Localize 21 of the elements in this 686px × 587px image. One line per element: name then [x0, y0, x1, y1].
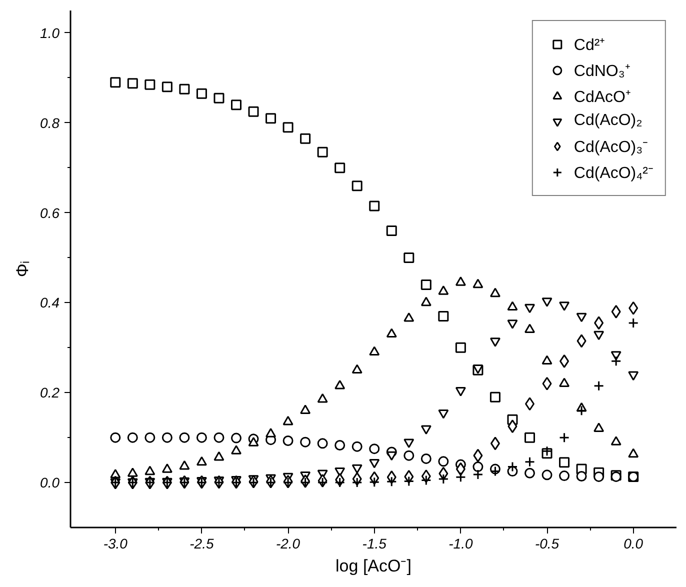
x-axis-title: log [AcO⁻] — [336, 556, 412, 576]
x-tick-label: -0.5 — [534, 536, 560, 552]
x-tick-label: -2.5 — [190, 536, 214, 552]
legend-label: Cd(AcO)₄²⁻ — [574, 164, 653, 183]
y-tick-label: 0.2 — [40, 384, 60, 401]
x-tick-label: -1.0 — [448, 536, 473, 552]
y-tick-label: 0.8 — [40, 114, 60, 131]
legend-label: Cd(AcO)₂ — [574, 112, 642, 130]
y-tick-label: 0.4 — [40, 294, 60, 311]
y-tick-label: 0.0 — [40, 474, 60, 491]
legend-label: Cd(AcO)₃⁻ — [574, 138, 648, 157]
y-axis-title: Φᵢ — [13, 260, 32, 278]
x-tick-label: -2.0 — [276, 536, 300, 552]
x-tick-label: -3.0 — [103, 536, 128, 552]
x-tick-label: -1.5 — [362, 536, 387, 552]
legend-label: CdAcO⁺ — [574, 88, 630, 107]
y-tick-label: 0.6 — [40, 204, 60, 221]
x-tick-label: 0.0 — [624, 536, 644, 552]
y-tick-label: 1.0 — [40, 24, 60, 41]
legend-label: Cd²⁺ — [574, 36, 605, 55]
legend-label: CdNO₃⁺ — [574, 62, 630, 81]
